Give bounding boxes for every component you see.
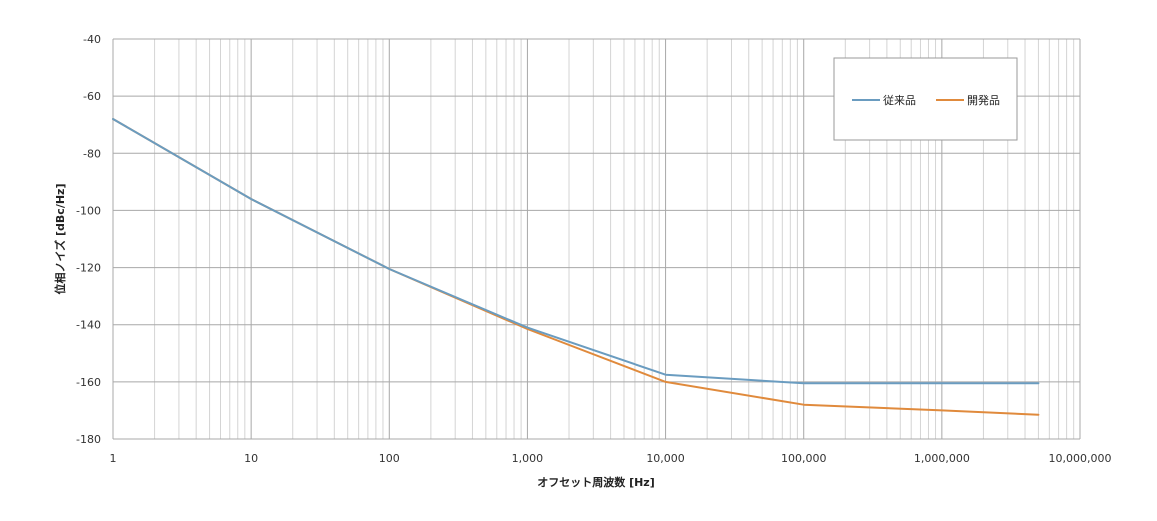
y-tick-label: -60 xyxy=(83,90,101,103)
minor-grid xyxy=(154,39,1075,439)
x-tick-label: 1,000,000 xyxy=(914,452,970,465)
x-tick-label: 1 xyxy=(110,452,117,465)
y-tick-label: -140 xyxy=(76,319,101,332)
series-line-1 xyxy=(112,118,1040,385)
y-tick-label: -100 xyxy=(76,204,101,217)
x-tick-label: 1,000 xyxy=(512,452,544,465)
x-axis-ticks: 1 10 100 1,000 10,000 100,000 1,000,000 10,000,… xyxy=(110,452,1112,465)
x-tick-label: 10 xyxy=(244,452,258,465)
y-tick-label: -80 xyxy=(83,147,101,160)
y-tick-label: -180 xyxy=(76,433,101,446)
y-axis-ticks: -40 -60 -80 -100 -120 -140 -160 -180 xyxy=(76,33,101,446)
y-tick-label: -40 xyxy=(83,33,101,46)
y-axis-title: 位相ノイズ [dBc/Hz] xyxy=(53,184,67,295)
x-tick-label: 100,000 xyxy=(781,452,827,465)
legend-label-series-2: 開発品 xyxy=(967,93,1000,107)
y-tick-label: -120 xyxy=(76,262,101,275)
legend-label-series-1: 従来品 xyxy=(883,94,916,107)
x-tick-label: 10,000,000 xyxy=(1049,452,1112,465)
series-layer xyxy=(112,118,1040,416)
x-axis-title: オフセット周波数 [Hz] xyxy=(537,475,655,489)
y-tick-label: -160 xyxy=(76,376,101,389)
x-tick-label: 10,000 xyxy=(646,452,685,465)
legend: 従来品 開発品 xyxy=(833,57,1018,141)
x-tick-label: 100 xyxy=(379,452,400,465)
